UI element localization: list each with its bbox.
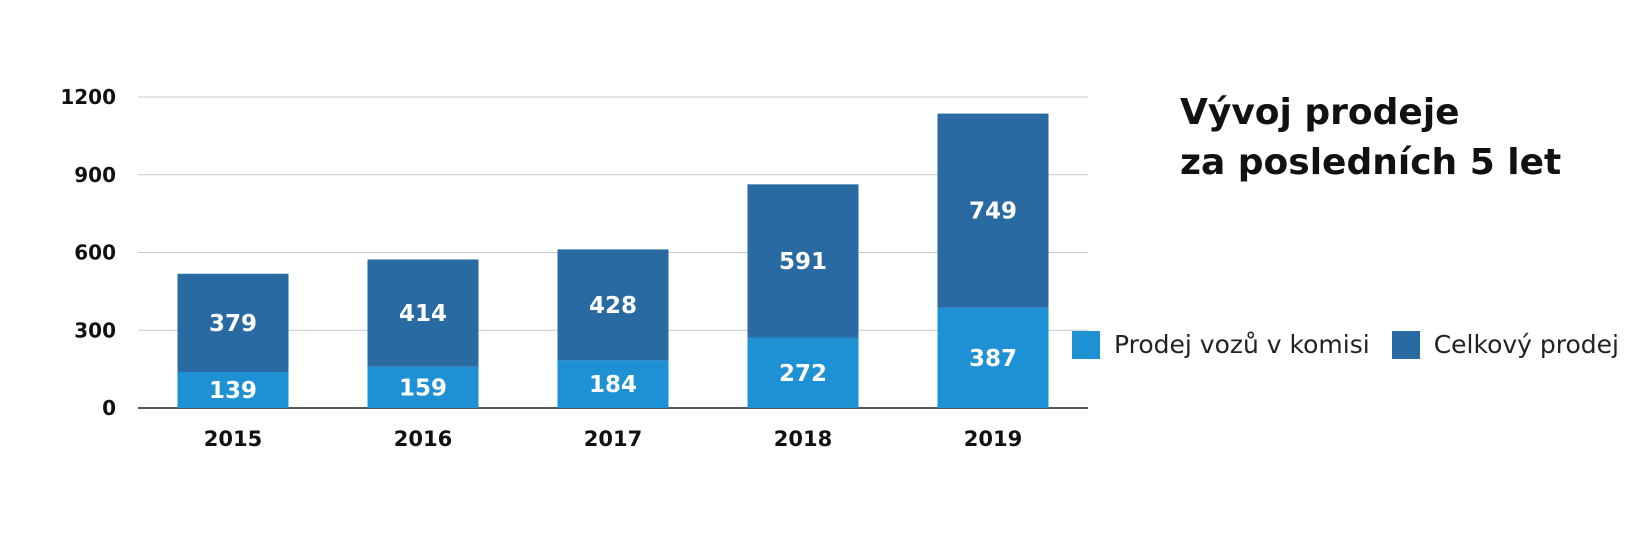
data-label: 139 bbox=[209, 378, 257, 404]
x-tick-label: 2019 bbox=[964, 427, 1022, 451]
data-label: 414 bbox=[399, 301, 447, 327]
chart-title-line-2: za posledních 5 let bbox=[1180, 142, 1562, 183]
y-tick-label: 300 bbox=[74, 318, 116, 342]
y-tick-label: 0 bbox=[102, 396, 116, 420]
data-label: 387 bbox=[969, 346, 1017, 372]
bar-commission-2016 bbox=[367, 366, 479, 408]
data-label: 749 bbox=[969, 199, 1017, 225]
data-label: 591 bbox=[779, 249, 827, 275]
data-label: 184 bbox=[589, 372, 637, 398]
chart-legend: Prodej vozů v komisi Celkový prodej bbox=[1072, 330, 1641, 359]
x-tick-label: 2016 bbox=[394, 427, 452, 451]
bar-total-2018 bbox=[747, 184, 859, 338]
data-label: 379 bbox=[209, 311, 257, 337]
x-tick-label: 2015 bbox=[204, 427, 262, 451]
legend-swatch-commission bbox=[1072, 330, 1100, 359]
data-label: 272 bbox=[779, 361, 827, 387]
y-tick-label: 600 bbox=[74, 241, 116, 265]
y-tick-label: 1200 bbox=[60, 85, 116, 109]
bar-total-2015 bbox=[177, 273, 289, 372]
x-tick-label: 2018 bbox=[774, 427, 832, 451]
data-label: 159 bbox=[399, 375, 447, 401]
bar-total-2017 bbox=[557, 249, 669, 361]
legend-item-commission: Prodej vozů v komisi bbox=[1072, 330, 1370, 359]
bar-commission-2019 bbox=[937, 307, 1049, 408]
legend-item-total: Celkový prodej bbox=[1391, 330, 1619, 359]
bar-commission-2015 bbox=[177, 371, 289, 408]
data-label: 428 bbox=[589, 293, 637, 319]
bar-total-2016 bbox=[367, 259, 479, 367]
bar-total-2019 bbox=[937, 113, 1049, 308]
chart-title-line-1: Vývoj prodeje bbox=[1180, 92, 1460, 133]
x-tick-label: 2017 bbox=[584, 427, 642, 451]
chart-title: Vývoj prodeje za posledních 5 let bbox=[1180, 88, 1561, 188]
bar-commission-2018 bbox=[747, 337, 859, 408]
legend-label-total: Celkový prodej bbox=[1433, 330, 1619, 359]
legend-label-commission: Prodej vozů v komisi bbox=[1114, 330, 1370, 359]
bar-commission-2017 bbox=[557, 360, 669, 408]
legend-swatch-total bbox=[1391, 330, 1420, 359]
y-tick-label: 900 bbox=[74, 163, 116, 187]
